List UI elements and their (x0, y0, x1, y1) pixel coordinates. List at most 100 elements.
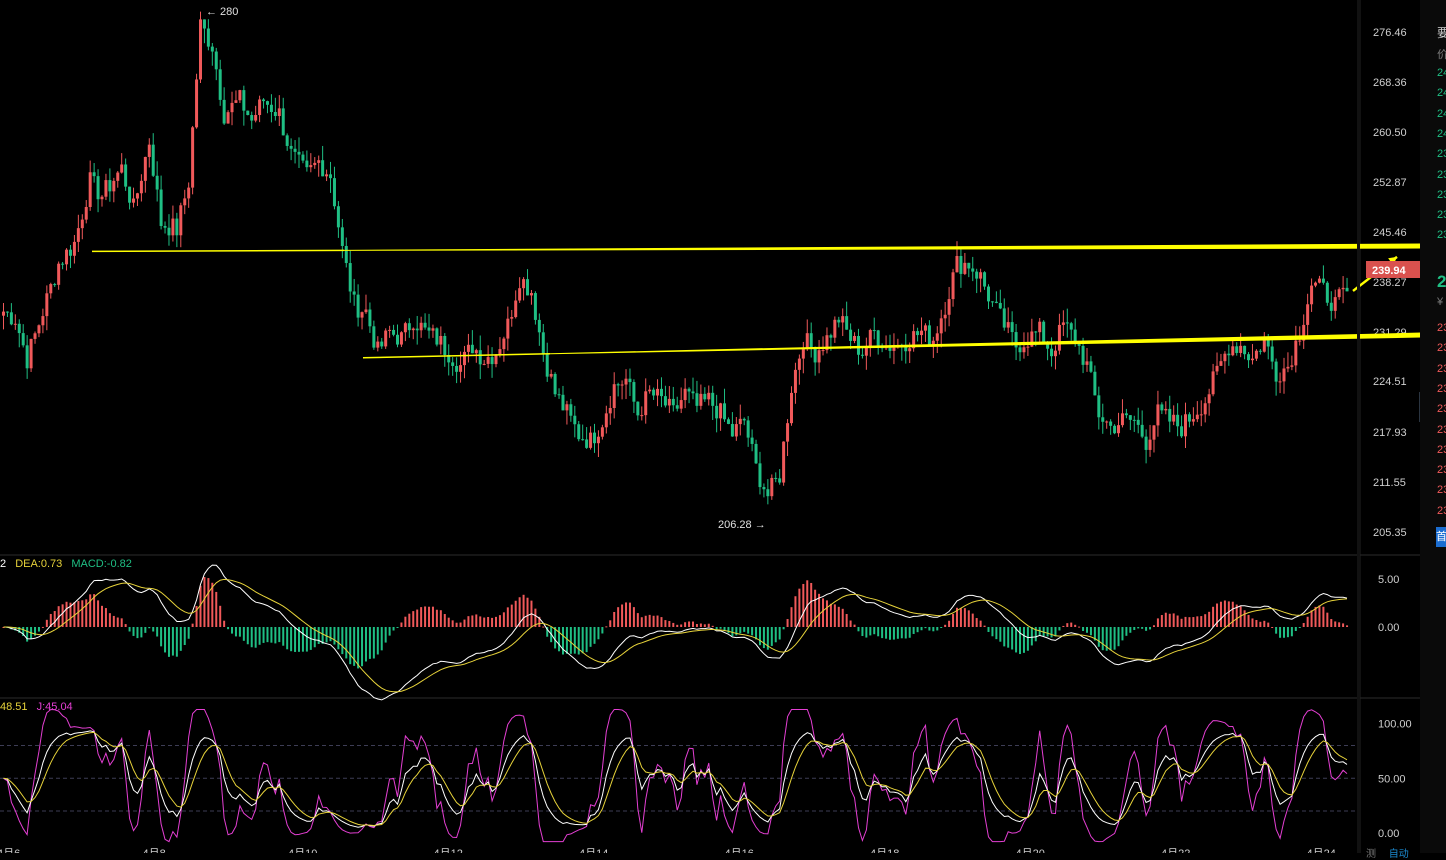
macd-bar (1235, 604, 1238, 627)
macd-bar (41, 626, 44, 628)
candle-body (502, 338, 506, 350)
macd-bar (278, 627, 281, 643)
candle-body (455, 365, 459, 372)
candle-body (41, 316, 45, 326)
macd-bar (1188, 617, 1191, 627)
time-tick-label: 4月10 (288, 848, 317, 853)
macd-bar (341, 627, 344, 655)
panel-home-button[interactable]: 首 (1436, 527, 1446, 547)
macd-bar (207, 578, 210, 627)
macd-bar (1089, 627, 1092, 636)
bottom-label-auto[interactable]: 自动 (1388, 849, 1409, 860)
candle-body (392, 329, 396, 335)
price-tick-label: 224.51 (1373, 376, 1407, 388)
candle-body (1262, 336, 1266, 352)
candle-body (1321, 278, 1325, 283)
macd-bar (747, 627, 750, 634)
candle-body (214, 51, 218, 70)
candle-body (1314, 282, 1318, 286)
macd-bar (1022, 627, 1025, 653)
trendline-overlay[interactable] (91, 237, 1443, 359)
candle-body (1128, 415, 1132, 420)
candle-body (195, 79, 199, 128)
candle-body (1176, 414, 1180, 427)
macd-bar (900, 627, 903, 639)
candle-body (1219, 361, 1223, 366)
candle-body (199, 19, 202, 80)
macd-bar (266, 627, 269, 643)
macd-legend: 2 DEA:0.73 MACD:-0.82 (0, 558, 132, 570)
candle-body (939, 318, 943, 334)
macd-bar (885, 627, 888, 639)
candle-body (1254, 350, 1258, 359)
ask-price-row: 24 (1437, 107, 1446, 120)
macd-bar (1019, 627, 1022, 655)
macd-bar (644, 615, 647, 627)
macd-bar (211, 582, 214, 627)
candle-body (411, 328, 415, 331)
candle-body (269, 104, 273, 113)
macd-bar (672, 622, 675, 627)
candle-body (774, 477, 778, 479)
candle-body (1325, 282, 1329, 303)
macd-bar (1318, 605, 1321, 627)
candle-body (435, 328, 439, 345)
candle-body (439, 335, 443, 345)
candle-body (793, 369, 797, 393)
candle-body (652, 389, 656, 396)
candle-body (541, 332, 545, 355)
macd-bar (487, 616, 490, 627)
price-tick-label: 252.87 (1373, 177, 1407, 189)
candle-body (104, 180, 108, 197)
candle-body (1026, 346, 1030, 348)
candle-body (49, 284, 53, 294)
candle-body (596, 436, 600, 444)
macd-bar (774, 627, 777, 643)
macd-bar (664, 620, 667, 627)
price-tick-label: 238.27 (1373, 277, 1407, 289)
candle-body (845, 316, 849, 330)
candle-body (76, 228, 80, 242)
candle-body (159, 189, 163, 226)
candle-body (293, 148, 297, 152)
candle-body (1310, 285, 1314, 305)
macd-bar (140, 627, 143, 638)
bid-price-row: 23 (1437, 423, 1446, 436)
candle-body (994, 301, 998, 303)
candle-body (1105, 421, 1109, 423)
candle-body (250, 115, 254, 121)
macd-bar (967, 610, 970, 627)
candle-body (526, 279, 530, 296)
macd-bar (593, 627, 596, 644)
candle-body (254, 115, 258, 121)
candle-body (226, 112, 230, 124)
macd-bar (518, 597, 521, 627)
macd-bar (156, 627, 159, 637)
macd-bar (514, 600, 517, 627)
candle-body (1038, 321, 1042, 333)
macd-bar (1113, 627, 1116, 650)
candle-body (1030, 331, 1034, 347)
candle-body (707, 392, 711, 400)
candle-body (1243, 345, 1247, 355)
j-line (3, 708, 1348, 843)
candle-body (1164, 408, 1168, 411)
candle-body (813, 347, 817, 363)
macd-bar (203, 577, 206, 627)
macd-bar (1156, 618, 1159, 627)
candle-body (1089, 361, 1093, 372)
macd-bar (246, 627, 249, 645)
candle-body (691, 391, 695, 394)
time-tick-label: 4月16 (725, 848, 754, 853)
macd-bar (104, 608, 107, 627)
candle-body (447, 354, 451, 363)
macd-bar (357, 627, 360, 669)
candle-body (829, 335, 833, 338)
macd-bar (786, 619, 789, 627)
macd-bar (439, 610, 442, 627)
macd-bar (581, 627, 584, 654)
candle-body (600, 427, 604, 437)
candle-body (348, 263, 352, 292)
bid-price-row: 23 (1437, 443, 1446, 456)
